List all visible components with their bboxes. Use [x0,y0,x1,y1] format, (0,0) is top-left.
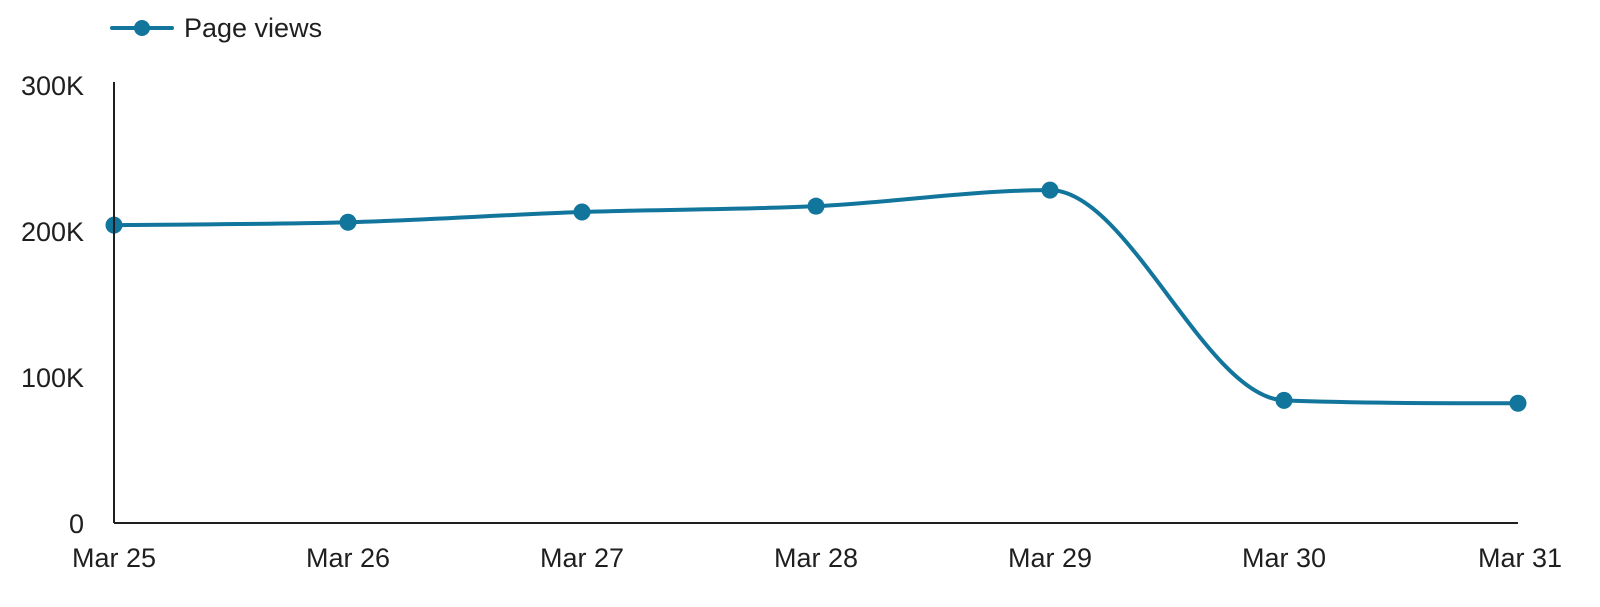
data-point[interactable] [339,213,357,231]
x-tick-label: Mar 30 [1242,543,1326,573]
x-tick-label: Mar 25 [72,543,156,573]
y-tick-label: 0 [69,509,84,539]
y-tick-label: 100K [21,363,84,393]
x-tick-label: Mar 29 [1008,543,1092,573]
x-axis-tick-labels: Mar 25 Mar 26 Mar 27 Mar 28 Mar 29 Mar 30 Mar … [72,543,1562,573]
series-line-page-views [112,188,1520,406]
legend-label: Page views [184,13,322,43]
data-point[interactable] [807,197,825,215]
x-tick-label: Mar 31 [1478,543,1562,573]
y-axis-tick-labels: 0 100K 200K 300K [21,71,84,539]
data-point[interactable] [1041,181,1059,199]
x-tick-label: Mar 28 [774,543,858,573]
y-tick-label: 300K [21,71,84,101]
legend-dot-marker [134,20,150,36]
data-point[interactable] [573,203,591,221]
x-tick-label: Mar 27 [540,543,624,573]
series-layer [105,181,1527,412]
data-point[interactable] [1509,394,1527,412]
data-point[interactable] [1275,391,1293,409]
x-tick-label: Mar 26 [306,543,390,573]
y-tick-label: 200K [21,217,84,247]
legend: Page views [110,13,322,43]
